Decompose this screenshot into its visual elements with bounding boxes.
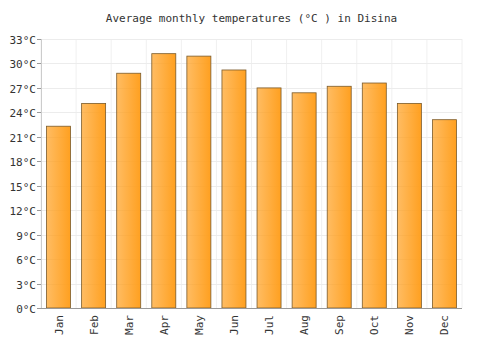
x-tick-label: Oct [368,315,381,335]
x-tick-label: Jan [53,315,66,335]
bar [82,103,106,308]
y-tick-label: 9°C [16,230,36,243]
x-axis [41,308,462,309]
grid-line [41,63,462,64]
grid-line [41,308,462,309]
grid-line-vertical [321,39,322,308]
y-tick-label: 0°C [16,303,36,316]
y-tick [37,210,41,211]
grid-line [41,88,462,89]
y-tick [37,39,41,40]
x-tick-label: Feb [88,315,101,335]
bar [47,126,71,308]
y-tick-label: 18°C [10,156,37,169]
grid-line [41,39,462,40]
chart-title: Average monthly temperatures (°C ) in Di… [106,12,397,25]
y-tick [37,88,41,89]
x-tick-label: Jul [263,315,276,335]
chart-svg: Average monthly temperatures (°C ) in Di… [0,0,500,350]
x-tick-label: Aug [298,315,311,335]
grid-line-vertical [216,39,217,308]
x-tick-label: Mar [123,315,136,335]
x-tick-label: Apr [158,315,171,335]
bar [292,93,316,308]
grid-line-vertical [391,39,392,308]
x-tick-label: Nov [403,315,416,335]
x-tick-label: Jun [228,315,241,335]
chart-container: Average monthly temperatures (°C ) in Di… [0,0,500,350]
bars [47,54,457,308]
bar [362,83,386,308]
grid-line-vertical [111,39,112,308]
bar [117,73,141,308]
y-tick [37,259,41,260]
y-tick-label: 12°C [10,205,37,218]
y-tick-label: 27°C [10,83,37,96]
y-tick [37,63,41,64]
y-tick-label: 6°C [16,254,36,267]
bar [187,56,211,308]
y-tick [37,308,41,309]
bar [222,70,246,308]
bar [152,54,176,308]
bar [432,120,456,308]
bar [257,88,281,308]
grid-line-vertical [76,39,77,308]
y-tick-label: 33°C [10,34,37,47]
x-tick-label: Sep [333,315,346,335]
grid-line-vertical [251,39,252,308]
y-tick-label: 24°C [10,107,37,120]
grid-line-vertical [462,39,463,308]
grid-line-vertical [146,39,147,308]
y-tick-label: 30°C [10,58,37,71]
y-tick [37,161,41,162]
y-axis [41,39,42,308]
grid-line-vertical [181,39,182,308]
grid-line-vertical [286,39,287,308]
y-tick-label: 15°C [10,181,37,194]
y-tick-label: 21°C [10,132,37,145]
y-tick [37,112,41,113]
y-tick [37,186,41,187]
y-tick [37,235,41,236]
bar [327,86,351,308]
grid-line-vertical [426,39,427,308]
grid-line-vertical [41,39,42,308]
y-tick-label: 3°C [16,279,36,292]
x-tick-label: Dec [438,315,451,335]
x-tick-label: May [193,315,206,335]
y-tick [37,284,41,285]
y-tick [37,137,41,138]
bar [397,103,421,308]
grid-line-vertical [356,39,357,308]
